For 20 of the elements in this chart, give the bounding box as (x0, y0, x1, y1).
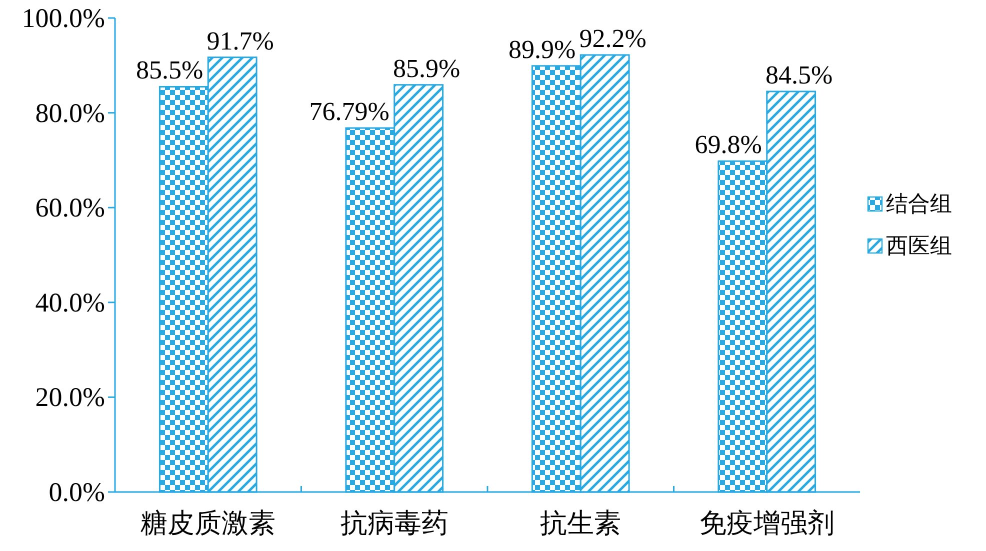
x-tick-label: 抗病毒药 (340, 508, 448, 538)
data-label: 76.79% (309, 97, 390, 126)
data-label: 84.5% (766, 60, 833, 90)
data-label: 91.7% (206, 26, 274, 56)
x-tick-label: 抗生素 (540, 508, 622, 538)
y-tick-label: 100.0% (22, 3, 105, 33)
y-tick-label: 0.0% (48, 477, 105, 507)
y-tick-label: 60.0% (35, 192, 105, 223)
x-tick-label: 糖皮质激素 (140, 508, 276, 538)
data-label: 85.5% (136, 56, 204, 85)
y-tick-label: 80.0% (35, 98, 105, 128)
data-label: 69.8% (694, 130, 762, 160)
data-label: 85.9% (393, 54, 460, 83)
y-tick-label: 20.0% (35, 382, 105, 412)
data-label: 89.9% (508, 34, 576, 64)
legend-label: 西医组 (886, 233, 952, 258)
legend-label: 结合组 (886, 191, 952, 216)
data-label: 92.2% (579, 24, 646, 53)
y-tick-label: 40.0% (35, 287, 105, 318)
x-tick-label: 免疫增强剂 (699, 508, 834, 538)
